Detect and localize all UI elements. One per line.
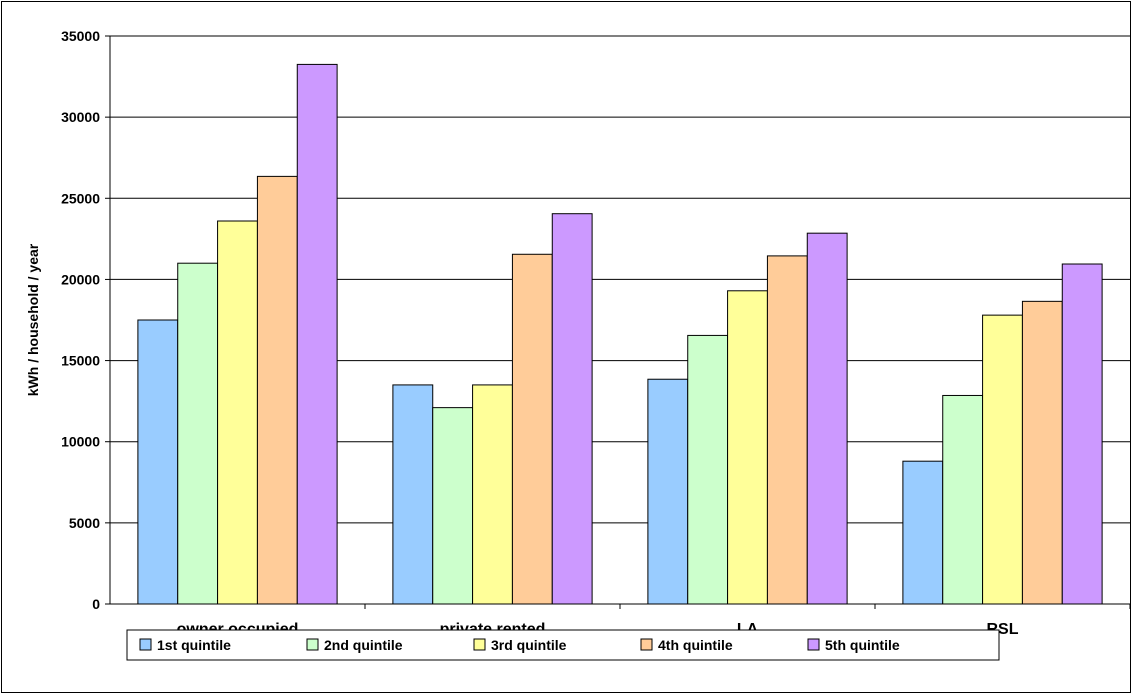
bar <box>472 384 513 605</box>
legend-swatch <box>139 638 152 651</box>
y-tick-label: 5000 <box>69 515 100 531</box>
y-tick-labels: 0 5000 10000 15000 20000 25000 30000 35000 <box>61 28 100 612</box>
bar <box>1061 263 1103 605</box>
y-tick-label: 10000 <box>61 434 100 450</box>
legend-items: 1st quintile 2nd quintile 3rd quintile 4th … <box>139 637 900 653</box>
y-tick-label: 25000 <box>61 190 100 206</box>
legend-swatch <box>640 638 653 651</box>
legend: 1st quintile 2nd quintile 3rd quintile 4th … <box>126 629 1000 661</box>
y-tick-label: 15000 <box>61 353 100 369</box>
bar <box>942 394 984 605</box>
bar <box>1021 300 1063 605</box>
legend-swatch <box>306 638 319 651</box>
y-tick-label: 20000 <box>61 271 100 287</box>
legend-label: 5th quintile <box>825 637 900 653</box>
bar <box>296 63 338 605</box>
legend-box <box>126 629 1000 661</box>
legend-label: 1st quintile <box>157 637 231 653</box>
bar <box>806 232 848 605</box>
bar <box>256 175 298 605</box>
bar <box>551 213 593 605</box>
y-tick-label: 30000 <box>61 109 100 125</box>
bar <box>687 334 729 605</box>
axes <box>105 35 1131 609</box>
y-tick-label: 35000 <box>61 28 100 44</box>
bars <box>137 63 1103 605</box>
bar <box>647 378 689 605</box>
bar <box>177 262 219 605</box>
legend-swatch <box>807 638 820 651</box>
y-axis-title: kWh / household / year <box>25 243 41 396</box>
legend-label: 4th quintile <box>658 637 733 653</box>
bar <box>766 255 808 605</box>
bar <box>137 319 179 605</box>
legend-label: 3rd quintile <box>491 637 567 653</box>
y-tick-label: 0 <box>92 596 100 612</box>
legend-label: 2nd quintile <box>324 637 403 653</box>
bar <box>392 384 434 605</box>
bar <box>902 460 944 605</box>
bar <box>727 290 768 605</box>
bar <box>432 407 474 605</box>
legend-swatch <box>473 638 486 651</box>
bar <box>982 314 1023 605</box>
bar <box>217 220 258 605</box>
bar <box>511 253 553 605</box>
